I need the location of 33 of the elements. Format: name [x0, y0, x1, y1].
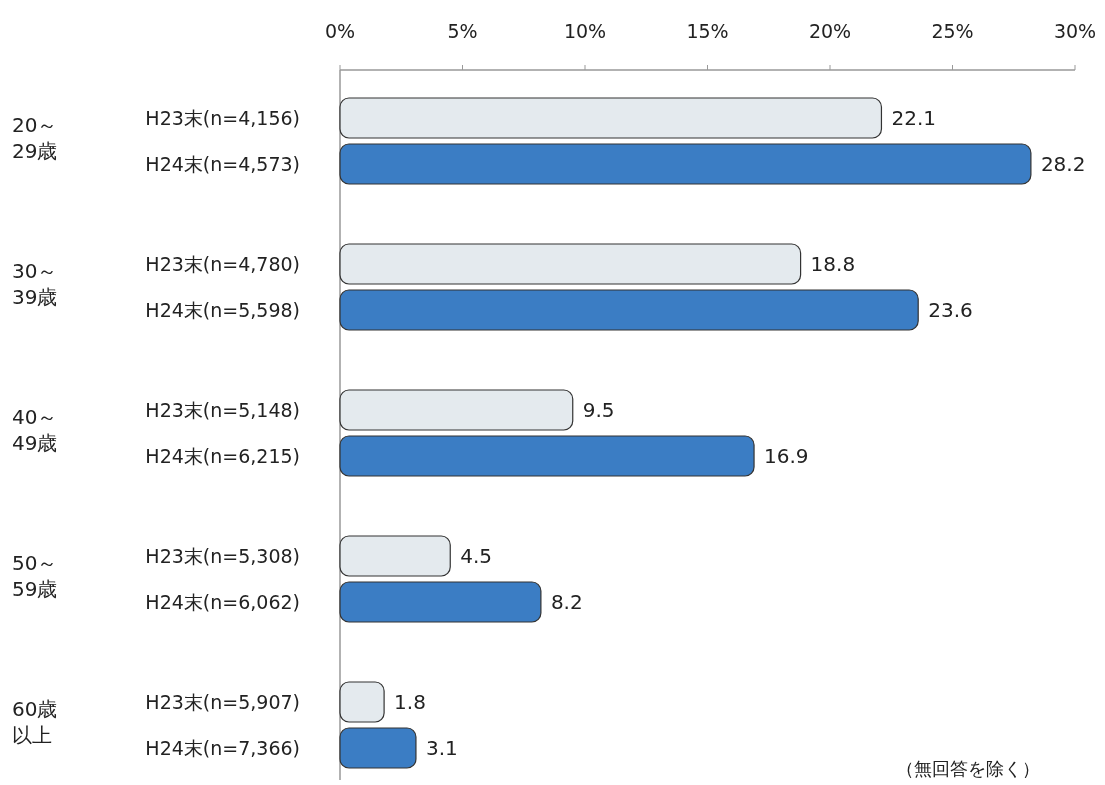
y-tick-label: H23末(n=4,780): [145, 253, 300, 275]
y-tick-label: H24末(n=5,598): [145, 299, 300, 321]
y-tick-label: H24末(n=6,062): [145, 591, 300, 613]
data-label: 18.8: [810, 252, 856, 276]
x-tick-label: 25%: [931, 20, 974, 42]
x-tick-label: 5%: [447, 20, 478, 42]
data-label: 16.9: [764, 444, 809, 468]
data-label: 4.5: [460, 544, 493, 568]
data-label: 8.2: [550, 590, 583, 614]
y-tick-label: H23末(n=5,907): [145, 691, 300, 713]
y-tick-label: H24末(n=7,366): [145, 737, 300, 759]
data-label: 28.2: [1040, 152, 1086, 176]
text: 60歳以上: [12, 696, 59, 748]
y-tick-label: H23末(n=5,148): [145, 399, 300, 421]
y-tick-label: H24末(n=4,573): [145, 153, 300, 175]
annotation: （無回答を除く）: [896, 758, 1040, 779]
x-tick-label: 20%: [808, 20, 852, 42]
data-label: 9.5: [582, 398, 615, 422]
data-label: 3.1: [425, 736, 458, 760]
x-tick-label: 0%: [324, 20, 356, 42]
x-tick-label: 30%: [1053, 20, 1097, 42]
data-label: 22.1: [891, 106, 936, 130]
y-tick-label: H24末(n=6,215): [145, 445, 300, 467]
text: 30～39歳: [12, 258, 59, 310]
x-tick-label: 15%: [686, 20, 729, 42]
y-tick-label: H23末(n=4,156): [145, 107, 300, 129]
data-label: 23.6: [928, 298, 973, 322]
text: 50～59歳: [12, 550, 59, 602]
data-label: 1.8: [394, 690, 426, 714]
text: 20～29歳: [12, 112, 59, 164]
text: 40～49歳: [12, 404, 59, 456]
x-tick-label: 10%: [563, 20, 607, 42]
y-tick-label: H23末(n=5,308): [145, 545, 300, 567]
